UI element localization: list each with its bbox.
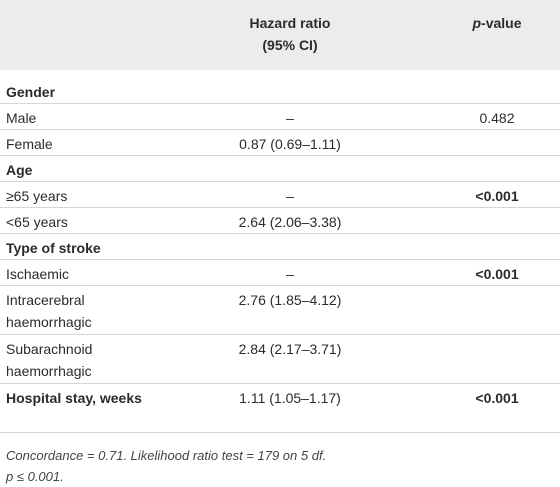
header-text: -value [481,15,522,31]
table-cell: Female [6,136,53,152]
table-cell: Gender [6,84,56,100]
table-row: Intracerebral haemorrhagic 2.76 (1.85–4.1… [0,286,560,335]
table-cell: <0.001 [475,390,519,406]
table-row: <65 years 2.64 (2.06–3.38) [0,208,560,234]
table-cell: <65 years [6,214,68,230]
table-cell: 1.11 (1.05–1.17) [239,390,341,406]
table-cell: <0.001 [475,188,519,204]
table-cell: Intracerebral haemorrhagic [6,292,92,330]
header-row: Hazard ratio (95% CI) p-value [0,0,560,70]
header-text: Hazard ratio [249,15,331,31]
header-cell: p-value [440,12,554,34]
table-cell: – [286,188,294,204]
table-row: Type of stroke [0,234,560,260]
header-text: p [472,15,482,31]
table-cell: 0.87 (0.69–1.11) [239,136,341,152]
table-row: Ischaemic – <0.001 [0,260,560,286]
table-row: Male – 0.482 [0,104,560,130]
header-cell: Hazard ratio (95% CI) [190,12,390,56]
table-row: Hospital stay, weeks 1.11 (1.05–1.17) <0.0… [0,384,560,433]
table-cell: Hospital stay, weeks [6,390,142,406]
header-text: (95% CI) [262,37,318,53]
table-cell: 0.482 [479,110,515,126]
table-cell: Male [6,110,37,126]
table-row: Gender [0,78,560,104]
table-cell: 2.64 (2.06–3.38) [238,214,342,230]
table-row: ≥65 years – <0.001 [0,182,560,208]
footnote: p ≤ 0.001. [6,469,64,484]
footnote: Concordance = 0.71. Likelihood ratio tes… [6,448,327,463]
table-cell: Ischaemic [6,266,70,282]
table-row: Subarachnoid haemorrhagic 2.84 (2.17–3.71… [0,335,560,384]
table-cell: ≥65 years [6,188,68,204]
table-cell: Type of stroke [6,240,101,256]
table-cell: <0.001 [475,266,519,282]
table-cell: 2.84 (2.17–3.71) [238,341,342,357]
table-cell: Age [6,162,33,178]
table-cell: – [286,110,294,126]
table-cell: – [286,266,294,282]
table-cell: 2.76 (1.85–4.12) [238,292,342,308]
table-row: Age [0,156,560,182]
table-cell: Subarachnoid haemorrhagic [6,341,93,379]
table-row: Female 0.87 (0.69–1.11) [0,130,560,156]
